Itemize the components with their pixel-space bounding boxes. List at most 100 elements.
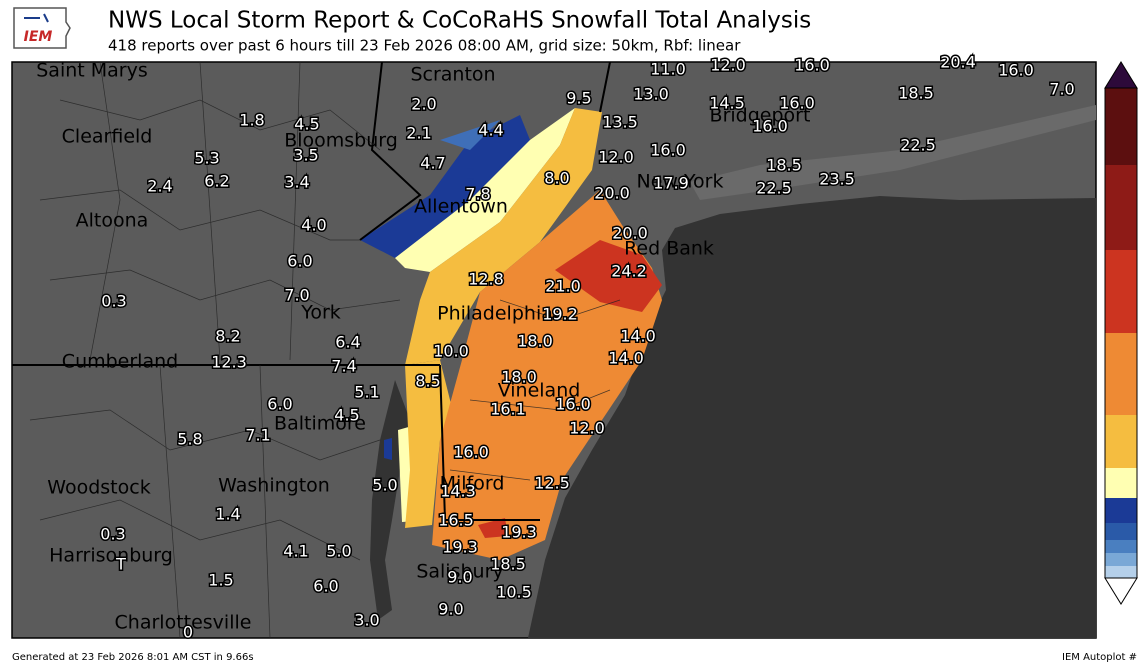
snow-report: 22.5 — [900, 136, 936, 155]
colorbar — [1104, 61, 1138, 605]
snow-report: 2.1 — [406, 124, 431, 143]
snow-report: 21.0 — [545, 277, 581, 296]
snow-report: 0.3 — [101, 292, 126, 311]
snow-report: 6.0 — [287, 252, 312, 271]
snow-report: 16.1 — [490, 400, 526, 419]
snow-report: 16.0 — [794, 56, 830, 75]
city-label: Saint Marys — [36, 60, 148, 82]
counties — [29, 61, 621, 639]
snow-report: 16.0 — [779, 94, 815, 113]
snow-report: 17.9 — [653, 174, 689, 193]
snow-report: 1.4 — [215, 505, 240, 524]
snow-report: 7.4 — [331, 357, 356, 376]
logo-text: IEM — [24, 29, 53, 45]
snow-report: 6.0 — [267, 395, 292, 414]
snow-report: 19.3 — [501, 523, 537, 542]
snow-report: 13.5 — [602, 113, 638, 132]
snow-report: 16.0 — [650, 141, 686, 160]
snow-report: 12.3 — [211, 353, 247, 372]
snow-report: 20.4 — [940, 53, 976, 72]
snow-report: 22.5 — [756, 179, 792, 198]
snow-report: 10.5 — [496, 583, 532, 602]
snow-report: 7.0 — [1049, 80, 1074, 99]
footer-right: IEM Autoplot # — [1062, 652, 1137, 663]
snow-report: 16.0 — [555, 395, 591, 414]
snow-report: 18.0 — [501, 368, 537, 387]
snow-report: 12.0 — [569, 419, 605, 438]
snow-report: 18.0 — [517, 332, 553, 351]
snow-report: 16.5 — [438, 511, 474, 530]
city-label: Bridgeport — [710, 105, 811, 127]
snow-report: 14.5 — [709, 94, 745, 113]
snow-report: 6.2 — [204, 172, 229, 191]
snow-report: 4.1 — [283, 542, 308, 561]
snow-report: 7.1 — [245, 426, 270, 445]
snow-report: 8.0 — [544, 169, 569, 188]
snow-report: 10.0 — [433, 342, 469, 361]
snow-report: 0.3 — [100, 525, 125, 544]
city-label: Charlottesville — [115, 612, 252, 634]
city-labels: Saint Marys Scranton Clearfield Bloomsburg B… — [36, 60, 810, 634]
boundaries — [12, 61, 611, 521]
city-label: Milford — [440, 473, 505, 495]
snow-report: 12.0 — [710, 56, 746, 75]
city-label: Salisbury — [416, 561, 503, 583]
snow-report: 2.0 — [411, 95, 436, 114]
snow-report: 8.5 — [415, 372, 440, 391]
snow-report: 18.5 — [490, 555, 526, 574]
long-island — [690, 105, 1096, 200]
ocean — [528, 196, 1096, 638]
snow-analysis — [360, 108, 662, 560]
city-label: New York — [636, 171, 723, 193]
snow-report: 19.2 — [542, 305, 578, 324]
snow-report: 3.5 — [293, 146, 318, 165]
snow-report: 5.3 — [194, 149, 219, 168]
snow-report: 6.0 — [313, 577, 338, 596]
snow-report: 9.5 — [566, 89, 591, 108]
footer-left: Generated at 23 Feb 2026 8:01 AM CST in … — [12, 652, 254, 663]
snow-reports: 1.8 4.5 2.0 2.1 4.4 4.7 9.5 11.0 12.0 16.0 20.4 16.… — [99, 51, 1076, 643]
snow-report: 12.5 — [534, 474, 570, 493]
snow-report: 18.5 — [898, 84, 934, 103]
snow-report: 4.5 — [334, 406, 359, 425]
title: NWS Local Storm Report & CoCoRaHS Snowfa… — [108, 8, 811, 34]
snow-report: 11.0 — [650, 60, 686, 79]
city-label: Bloomsburg — [284, 130, 398, 152]
snow-report: 1.8 — [239, 111, 264, 130]
snow-report: 1.5 — [208, 571, 233, 590]
snow-report: 6.4 — [335, 333, 360, 352]
city-label: Red Bank — [624, 238, 714, 260]
snow-report: 5.1 — [354, 383, 379, 402]
city-label: Altoona — [76, 210, 149, 232]
snow-report: 16.0 — [453, 443, 489, 462]
snow-report: 4.5 — [294, 115, 319, 134]
snow-report: 19.3 — [442, 538, 478, 557]
snow-report: 24.2 — [611, 262, 647, 281]
snow-report: 14.0 — [608, 349, 644, 368]
snow-report: 20.0 — [594, 184, 630, 203]
snow-report: 13.0 — [633, 85, 669, 104]
snow-report: 3.4 — [284, 173, 309, 192]
snow-report: 9.0 — [438, 600, 463, 619]
snow-report: 4.7 — [420, 154, 445, 173]
snow-report: 2.4 — [147, 177, 172, 196]
snow-report: 12.8 — [468, 270, 504, 289]
snow-report: 8.2 — [215, 327, 240, 346]
city-label: Washington — [218, 475, 330, 497]
city-label: Harrisonburg — [49, 545, 173, 567]
snow-report: 7.0 — [284, 286, 309, 305]
snow-report: 3.0 — [354, 611, 379, 630]
city-label: Clearfield — [62, 126, 153, 148]
city-label: Allentown — [414, 196, 508, 218]
snow-report: T — [115, 555, 126, 574]
snow-report: 20.0 — [612, 224, 648, 243]
logo: IEM — [13, 7, 71, 49]
snow-report: 5.0 — [372, 476, 397, 495]
snow-report: 12.0 — [598, 148, 634, 167]
city-label: Cumberland — [62, 351, 178, 373]
snow-report: 7.8 — [465, 185, 490, 204]
city-label: Woodstock — [47, 477, 150, 499]
snow-report: 0 — [183, 623, 193, 642]
subtitle: 418 reports over past 6 hours till 23 Fe… — [108, 37, 741, 55]
